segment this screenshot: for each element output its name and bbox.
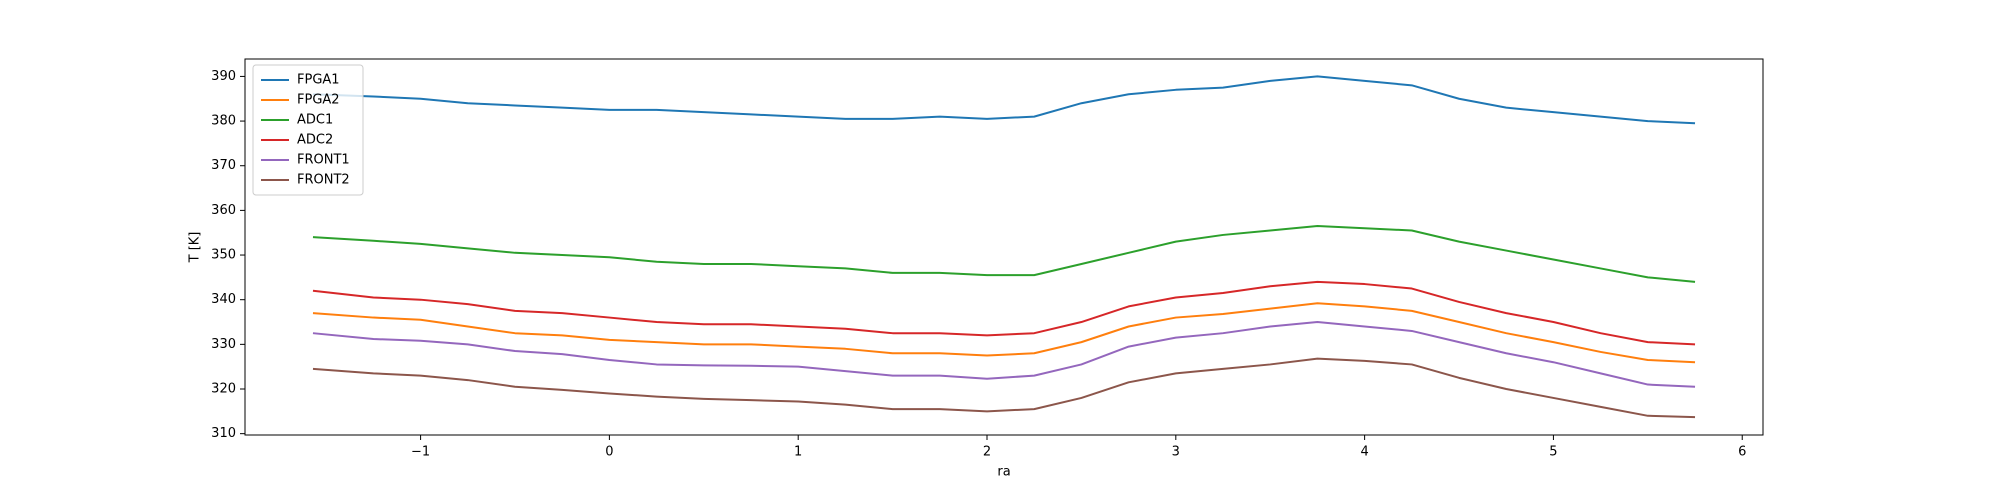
x-tick-label: 1	[794, 445, 802, 460]
legend-label: FRONT1	[297, 153, 350, 168]
series-line	[312, 321, 1696, 388]
legend-label: ADC2	[297, 133, 333, 148]
x-tick-label: −1	[411, 445, 430, 460]
legend-label: FPGA1	[297, 73, 340, 88]
series-line	[312, 280, 1696, 346]
x-tick-label: 0	[605, 445, 613, 460]
x-tick-label: 2	[983, 445, 991, 460]
y-tick-label: 320	[211, 382, 236, 397]
plot-frame	[244, 58, 1764, 436]
x-tick-label: 5	[1549, 445, 1557, 460]
y-tick-label: 360	[211, 203, 236, 218]
legend-label: FPGA2	[297, 93, 340, 108]
series-line	[312, 357, 1696, 419]
legend-label: FRONT2	[297, 173, 350, 188]
series-line	[312, 302, 1696, 364]
y-tick-label: 370	[211, 158, 236, 173]
x-axis-label: ra	[997, 465, 1010, 480]
series-line	[312, 225, 1696, 283]
y-tick-label: 330	[211, 337, 236, 352]
y-tick-label: 340	[211, 292, 236, 307]
y-axis-label: T [K]	[188, 232, 203, 264]
legend-box	[252, 64, 364, 196]
legend-label: ADC1	[297, 113, 333, 128]
y-tick-label: 310	[211, 426, 236, 441]
y-tick-label: 350	[211, 248, 236, 263]
series-line	[312, 75, 1696, 125]
y-tick-label: 390	[211, 69, 236, 84]
y-tick-label: 380	[211, 114, 236, 129]
x-tick-label: 6	[1738, 445, 1746, 460]
x-tick-label: 3	[1172, 445, 1180, 460]
x-tick-label: 4	[1360, 445, 1368, 460]
